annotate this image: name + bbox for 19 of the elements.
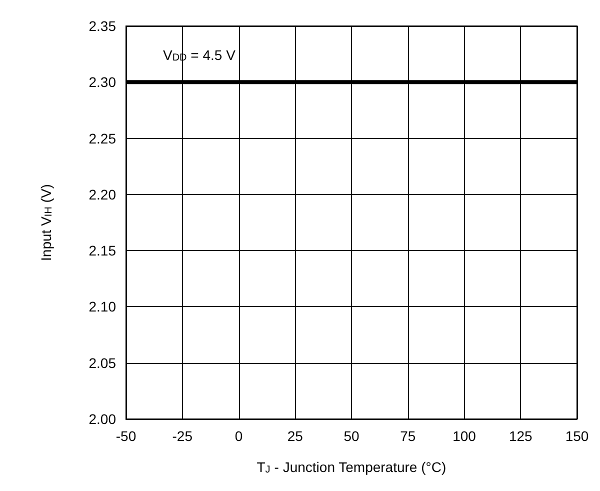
x-tick-label: 150 xyxy=(565,428,589,444)
x-tick-label: -50 xyxy=(116,428,136,444)
y-tick-label: 2.25 xyxy=(88,130,116,146)
x-tick-label: 125 xyxy=(508,428,533,444)
y-axis-title: Input VIH (V) xyxy=(38,184,54,261)
x-tick-label: 100 xyxy=(452,428,476,444)
y-tick-label: 2.05 xyxy=(88,354,116,371)
y-tick-label: 2.20 xyxy=(88,186,116,202)
x-tick-label: 25 xyxy=(287,428,304,444)
y-tick-label: 2.30 xyxy=(88,74,116,90)
y-tick-label: 2.15 xyxy=(88,242,116,259)
x-axis-title: TJ - Junction Temperature (°C) xyxy=(256,459,446,476)
x-tick-label: -25 xyxy=(172,428,193,444)
x-tick-label: 50 xyxy=(344,428,360,444)
y-tick-label: 2.10 xyxy=(88,298,116,315)
y-tick-label: 2.00 xyxy=(88,411,116,427)
y-tick-label: 2.35 xyxy=(88,18,116,34)
x-tick-label: 75 xyxy=(400,428,416,444)
x-tick-label: 0 xyxy=(234,428,243,444)
